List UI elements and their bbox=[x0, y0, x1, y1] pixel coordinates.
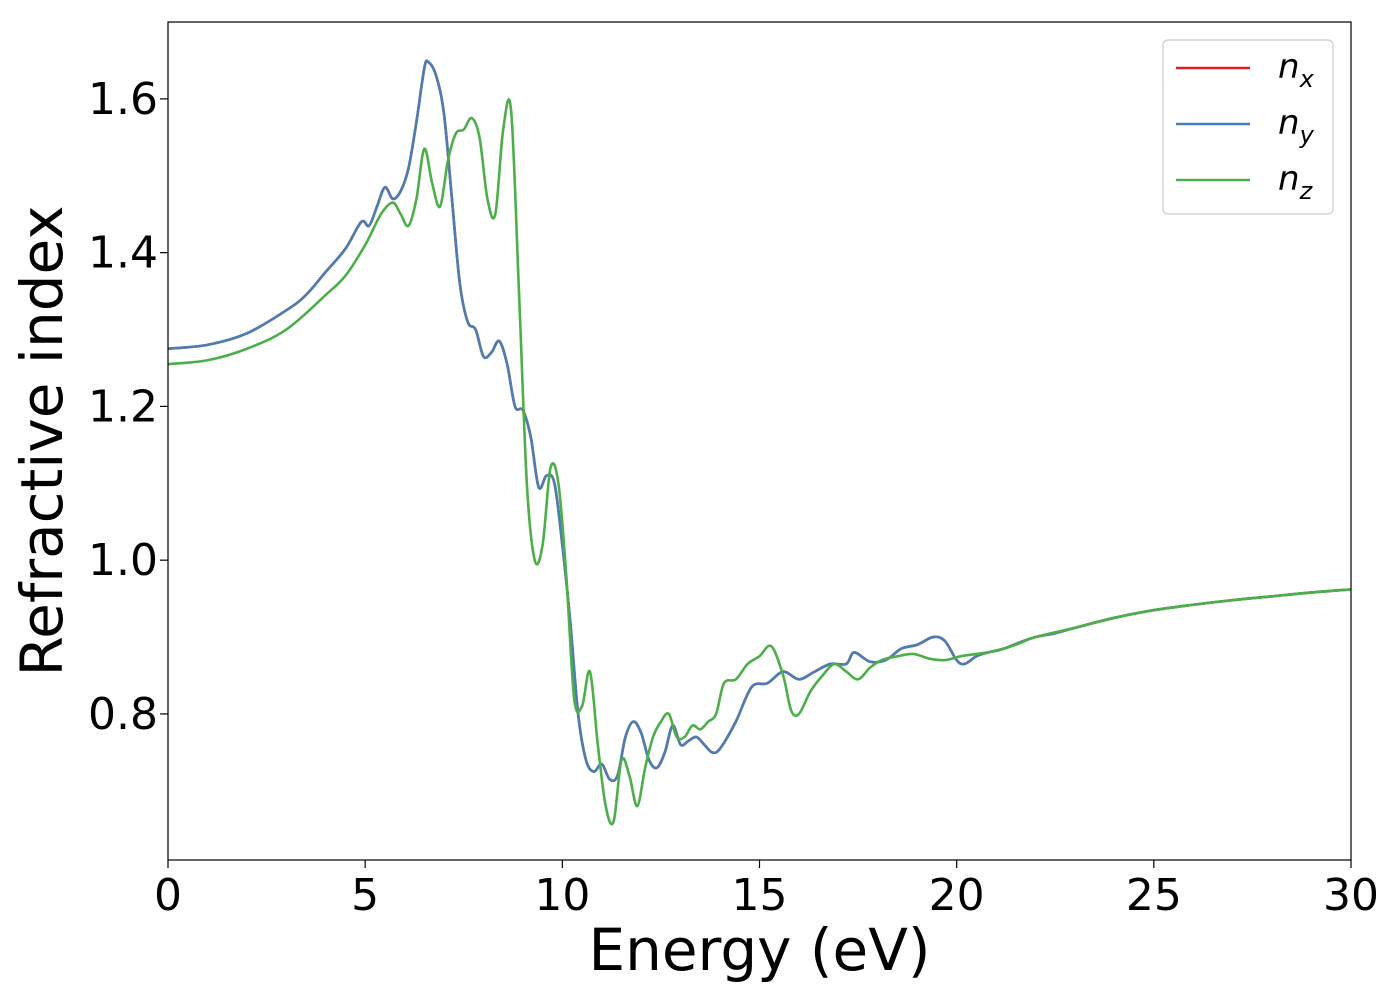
series-lines bbox=[167, 59, 1352, 826]
y-axis-ticks: 0.8 1.0 1.2 1.4 1.6 bbox=[88, 74, 168, 740]
x-axis-ticks: 0 5 10 15 20 25 30 bbox=[154, 860, 1379, 921]
x-tick-label: 30 bbox=[1323, 870, 1379, 921]
legend-label-y: ny bbox=[1278, 103, 1315, 149]
series-line-y bbox=[167, 59, 1352, 783]
x-tick-label: 10 bbox=[534, 870, 590, 921]
y-tick-label: 0.8 bbox=[88, 689, 158, 740]
y-tick-label: 1.4 bbox=[88, 228, 158, 279]
x-axis-title: Energy (eV) bbox=[588, 916, 930, 984]
y-axis-title: Refractive index bbox=[8, 205, 76, 676]
legend-label-x: nx bbox=[1278, 47, 1315, 93]
legend-box bbox=[1162, 39, 1334, 215]
x-tick-label: 0 bbox=[154, 870, 182, 921]
x-tick-label: 20 bbox=[929, 870, 985, 921]
x-tick-label: 5 bbox=[351, 870, 379, 921]
x-tick-label: 15 bbox=[732, 870, 788, 921]
y-tick-label: 1.0 bbox=[88, 535, 158, 586]
y-tick-label: 1.6 bbox=[88, 74, 158, 125]
y-tick-label: 1.2 bbox=[88, 381, 158, 432]
series-line-z bbox=[167, 98, 1352, 826]
x-tick-label: 25 bbox=[1126, 870, 1182, 921]
